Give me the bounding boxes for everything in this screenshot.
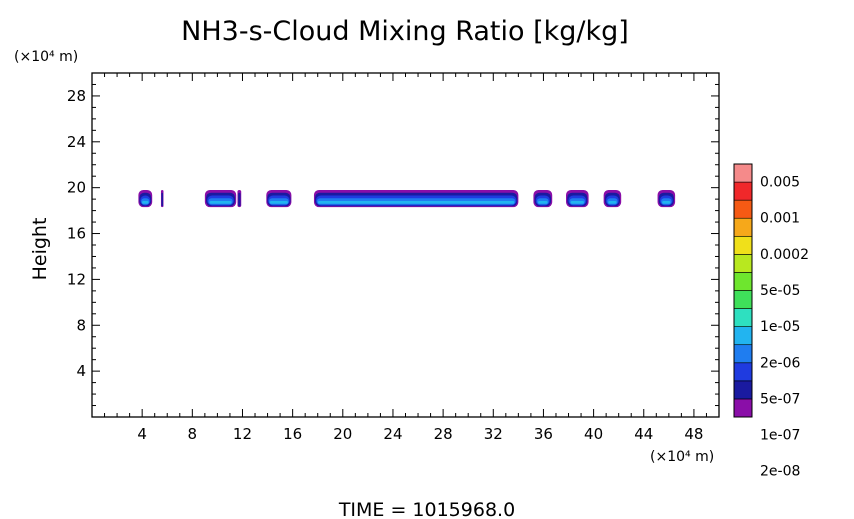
x-tick-label: 48 <box>684 425 703 443</box>
colorbar-swatch <box>733 290 753 309</box>
y-tick-label: 4 <box>76 362 86 380</box>
y-tick-label: 12 <box>67 270 86 288</box>
colorbar <box>733 163 753 418</box>
y-axis-label: Height <box>29 218 51 281</box>
cloud-field <box>138 189 676 208</box>
x-tick-label: 24 <box>383 425 402 443</box>
colorbar-label: 0.005 <box>760 175 800 191</box>
colorbar-swatch <box>733 326 753 346</box>
colorbar-label: 0.0002 <box>760 247 809 263</box>
time-footer: TIME = 1015968.0 <box>338 499 515 519</box>
x-axis-unit: (×10⁴ m) <box>650 449 714 465</box>
colorbar-swatch <box>733 362 753 382</box>
colorbar-label: 1e-07 <box>760 428 800 444</box>
x-tick-label: 36 <box>534 425 553 443</box>
cloud-band <box>317 200 515 204</box>
colorbar-swatch <box>733 217 753 237</box>
colorbar-swatch <box>733 199 753 219</box>
colorbar-label: 5e-05 <box>760 283 800 299</box>
colorbar-label: 2e-08 <box>760 464 800 480</box>
colorbar-label: 0.001 <box>760 211 800 227</box>
cloud-band <box>538 200 548 204</box>
colorbar-swatch <box>733 398 753 418</box>
x-tick-label: 16 <box>283 425 302 443</box>
y-tick-label: 8 <box>76 316 86 334</box>
colorbar-label: 5e-07 <box>760 391 800 407</box>
cloud-band <box>269 200 288 204</box>
colorbar-labels: 0.005 0.001 0.0002 5e-05 1e-05 2e-06 5e-07 1e-0… <box>760 175 809 480</box>
cloud-band <box>209 200 232 204</box>
colorbar-swatch <box>733 380 753 400</box>
y-tick-labels: 4 8 12 16 20 24 28 <box>67 87 86 380</box>
y-tick-label: 20 <box>67 179 86 197</box>
cloud-band <box>161 192 163 207</box>
x-tick-label: 40 <box>584 425 603 443</box>
colorbar-swatch <box>733 181 753 201</box>
chart-title: NH3-s-Cloud Mixing Ratio [kg/kg] <box>181 16 629 47</box>
x-tick-label: 8 <box>188 425 198 443</box>
colorbar-swatch <box>733 254 753 273</box>
cloud-band <box>142 200 149 204</box>
colorbar-swatch <box>733 235 753 255</box>
x-tick-labels: 4 8 12 16 20 24 28 32 36 40 44 48 <box>137 425 703 443</box>
x-tick-label: 12 <box>233 425 252 443</box>
x-tick-label: 28 <box>434 425 453 443</box>
cloud-band <box>608 200 617 204</box>
colorbar-label: 2e-06 <box>760 355 800 371</box>
colorbar-swatch <box>733 272 753 291</box>
x-tick-label: 20 <box>333 425 352 443</box>
cloud-band <box>662 200 671 204</box>
plot-frame <box>91 72 720 418</box>
y-tick-label: 24 <box>67 133 86 151</box>
cloud-band <box>238 192 241 207</box>
colorbar-swatch <box>733 308 753 327</box>
colorbar-swatch <box>733 344 753 364</box>
x-tick-label: 44 <box>634 425 653 443</box>
x-tick-label: 4 <box>137 425 147 443</box>
cloud-band <box>570 200 584 204</box>
y-tick-label: 16 <box>67 225 86 243</box>
axis-ticks <box>92 73 719 417</box>
y-tick-label: 28 <box>67 87 86 105</box>
colorbar-frame <box>733 163 753 418</box>
y-axis-unit: (×10⁴ m) <box>14 49 78 65</box>
colorbar-label: 1e-05 <box>760 319 800 335</box>
x-tick-label: 32 <box>484 425 503 443</box>
colorbar-swatch <box>733 163 753 183</box>
